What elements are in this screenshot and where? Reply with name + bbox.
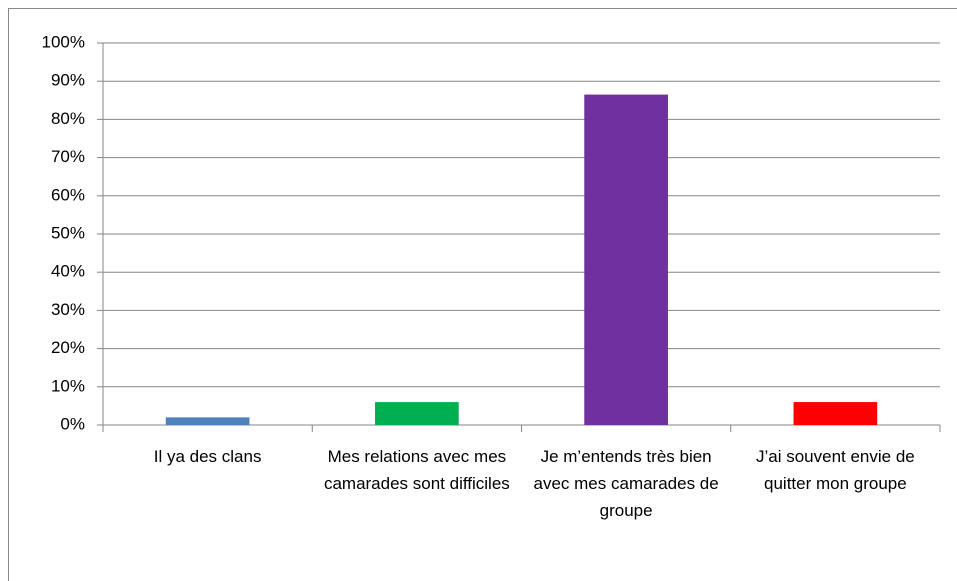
x-tick-label: Mes relations avec mes camarades sont di… <box>323 447 510 493</box>
bar <box>165 417 250 425</box>
y-tick-label: 50% <box>51 223 85 242</box>
y-tick-label: 10% <box>51 376 85 395</box>
y-tick-label: 40% <box>51 262 85 281</box>
y-tick-label: 100% <box>42 32 85 51</box>
y-tick-label: 60% <box>51 185 85 204</box>
y-tick-label: 30% <box>51 300 85 319</box>
y-tick-label: 70% <box>51 147 85 166</box>
bar <box>375 402 459 425</box>
bar <box>793 402 878 425</box>
bar <box>584 94 668 425</box>
y-tick-label: 90% <box>51 71 85 90</box>
y-tick-label: 80% <box>51 109 85 128</box>
x-tick-label: Je m’entends très bien avec mes camarade… <box>533 447 719 520</box>
y-tick-label: 0% <box>60 414 85 433</box>
y-tick-label: 20% <box>51 338 85 357</box>
chart-border <box>8 8 957 581</box>
x-tick-label: Il ya des clans <box>153 447 262 466</box>
x-tick-label: J’ai souvent envie de quitter mon groupe <box>755 447 915 493</box>
